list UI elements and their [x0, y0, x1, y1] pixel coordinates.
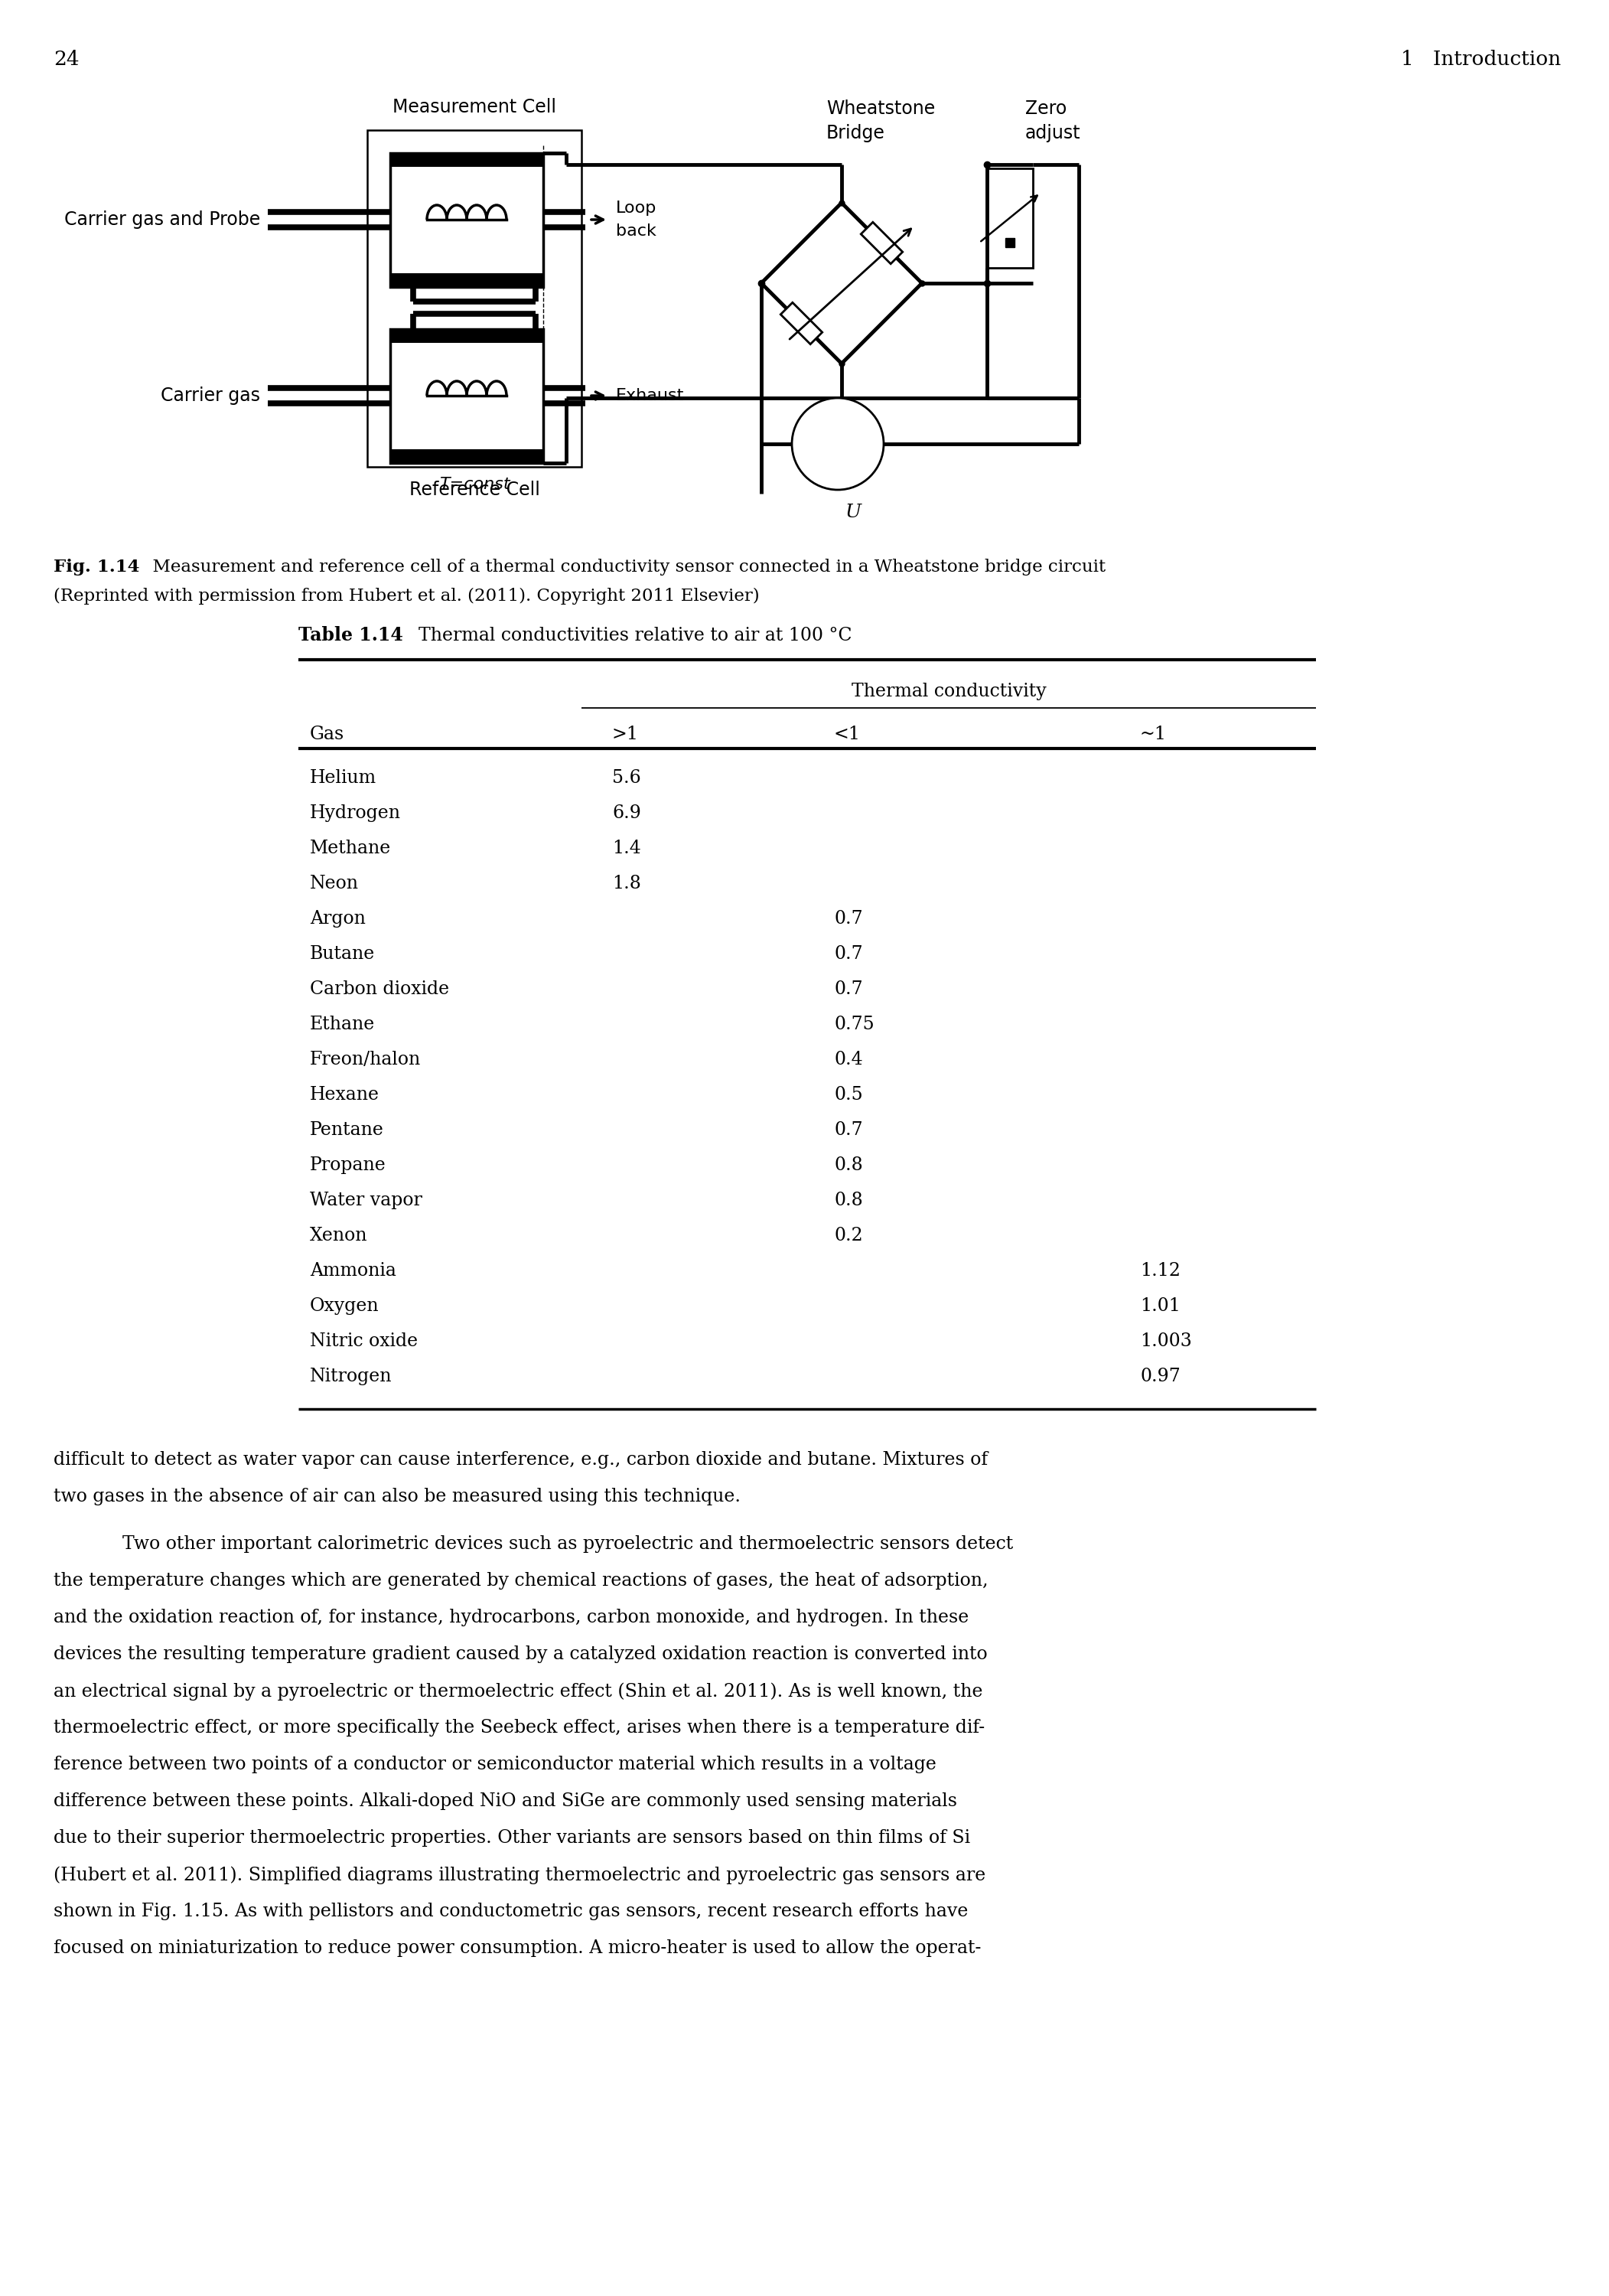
Text: Measurement and reference cell of a thermal conductivity sensor connected in a W: Measurement and reference cell of a ther…: [142, 558, 1105, 576]
Text: Neon: Neon: [311, 875, 359, 893]
Text: Bridge: Bridge: [827, 124, 885, 142]
Text: Gas: Gas: [311, 726, 344, 744]
Text: Loop: Loop: [616, 200, 656, 216]
Text: adjust: adjust: [1025, 124, 1081, 142]
Text: Exhaust: Exhaust: [616, 388, 684, 404]
Text: an electrical signal by a pyroelectric or thermoelectric effect (Shin et al. 201: an electrical signal by a pyroelectric o…: [53, 1683, 983, 1701]
Text: U: U: [845, 503, 861, 521]
Text: 1.8: 1.8: [611, 875, 640, 893]
Bar: [391, 328, 544, 464]
Text: Two other important calorimetric devices such as pyroelectric and thermoelectric: Two other important calorimetric devices…: [122, 1536, 1014, 1552]
Text: 0.75: 0.75: [833, 1015, 874, 1033]
Circle shape: [792, 397, 883, 489]
Text: (Hubert et al. 2011). Simplified diagrams illustrating thermoelectric and pyroel: (Hubert et al. 2011). Simplified diagram…: [53, 1867, 986, 1885]
Text: focused on miniaturization to reduce power consumption. A micro-heater is used t: focused on miniaturization to reduce pow…: [53, 1940, 981, 1956]
Text: Water vapor: Water vapor: [311, 1192, 422, 1210]
Bar: [391, 450, 544, 464]
Text: Carbon dioxide: Carbon dioxide: [311, 980, 449, 999]
Text: (Reprinted with permission from Hubert et al. (2011). Copyright 2011 Elsevier): (Reprinted with permission from Hubert e…: [53, 588, 759, 604]
Text: back: back: [616, 223, 656, 239]
Bar: [391, 154, 544, 168]
Text: 1.12: 1.12: [1141, 1263, 1181, 1279]
Text: T=const: T=const: [439, 478, 510, 491]
Text: 1.003: 1.003: [1141, 1332, 1192, 1350]
Text: Hydrogen: Hydrogen: [311, 804, 401, 822]
Text: Carrier gas: Carrier gas: [161, 386, 261, 404]
Text: Fig. 1.14: Fig. 1.14: [53, 558, 140, 576]
Text: 1   Introduction: 1 Introduction: [1401, 51, 1561, 69]
Text: Pentane: Pentane: [311, 1120, 385, 1139]
Text: difference between these points. Alkali-doped NiO and SiGe are commonly used sen: difference between these points. Alkali-…: [53, 1793, 957, 1809]
Text: Oxygen: Oxygen: [311, 1297, 380, 1316]
Text: Helium: Helium: [311, 769, 377, 788]
Text: 0.2: 0.2: [833, 1226, 862, 1244]
Text: 0.97: 0.97: [1141, 1368, 1181, 1384]
Text: 0.4: 0.4: [833, 1052, 862, 1068]
Text: Thermal conductivity: Thermal conductivity: [851, 682, 1046, 700]
Bar: [391, 273, 544, 287]
Text: and the oxidation reaction of, for instance, hydrocarbons, carbon monoxide, and : and the oxidation reaction of, for insta…: [53, 1609, 969, 1626]
Text: Wheatstone: Wheatstone: [827, 99, 935, 117]
Text: two gases in the absence of air can also be measured using this technique.: two gases in the absence of air can also…: [53, 1488, 740, 1506]
Text: 5.6: 5.6: [611, 769, 640, 788]
Text: Zero: Zero: [1025, 99, 1067, 117]
Text: Methane: Methane: [311, 840, 391, 856]
Text: 24: 24: [53, 51, 79, 69]
Text: Butane: Butane: [311, 946, 375, 962]
Text: 0.5: 0.5: [833, 1086, 862, 1104]
Text: Reference Cell: Reference Cell: [409, 480, 539, 498]
Text: difficult to detect as water vapor can cause interference, e.g., carbon dioxide : difficult to detect as water vapor can c…: [53, 1451, 988, 1469]
Text: Xenon: Xenon: [311, 1226, 367, 1244]
Text: the temperature changes which are generated by chemical reactions of gases, the : the temperature changes which are genera…: [53, 1573, 988, 1589]
Text: shown in Fig. 1.15. As with pellistors and conductometric gas sensors, recent re: shown in Fig. 1.15. As with pellistors a…: [53, 1903, 969, 1919]
Text: Thermal conductivities relative to air at 100 °C: Thermal conductivities relative to air a…: [407, 627, 851, 645]
Text: 0.8: 0.8: [833, 1157, 862, 1173]
Text: Propane: Propane: [311, 1157, 386, 1173]
Text: Argon: Argon: [311, 909, 365, 928]
Text: <1: <1: [833, 726, 861, 744]
Text: 0.8: 0.8: [833, 1192, 862, 1210]
Bar: [391, 154, 544, 287]
Text: Measurement Cell: Measurement Cell: [393, 99, 557, 117]
Text: 6.9: 6.9: [611, 804, 640, 822]
Text: Hexane: Hexane: [311, 1086, 380, 1104]
Text: 1.01: 1.01: [1141, 1297, 1181, 1316]
Text: >1: >1: [611, 726, 639, 744]
Bar: [986, 168, 1033, 269]
Bar: [367, 131, 581, 466]
Text: thermoelectric effect, or more specifically the Seebeck effect, arises when ther: thermoelectric effect, or more specifica…: [53, 1720, 985, 1736]
Text: 0.7: 0.7: [833, 909, 862, 928]
Polygon shape: [780, 303, 822, 344]
Text: ference between two points of a conductor or semiconductor material which result: ference between two points of a conducto…: [53, 1756, 936, 1773]
Text: Ammonia: Ammonia: [311, 1263, 396, 1279]
Polygon shape: [861, 223, 903, 264]
Text: Nitrogen: Nitrogen: [311, 1368, 393, 1384]
Text: Nitric oxide: Nitric oxide: [311, 1332, 418, 1350]
Text: 1.4: 1.4: [611, 840, 640, 856]
Text: 0.7: 0.7: [833, 946, 862, 962]
Text: due to their superior thermoelectric properties. Other variants are sensors base: due to their superior thermoelectric pro…: [53, 1830, 970, 1846]
Text: Carrier gas and Probe: Carrier gas and Probe: [64, 211, 261, 230]
Bar: [391, 328, 544, 342]
Text: 0.7: 0.7: [833, 1120, 862, 1139]
Text: devices the resulting temperature gradient caused by a catalyzed oxidation react: devices the resulting temperature gradie…: [53, 1646, 988, 1662]
Text: 0.7: 0.7: [833, 980, 862, 999]
Text: Freon/halon: Freon/halon: [311, 1052, 422, 1068]
Text: Ethane: Ethane: [311, 1015, 375, 1033]
Text: ~1: ~1: [1141, 726, 1167, 744]
Text: Table 1.14: Table 1.14: [298, 627, 404, 645]
